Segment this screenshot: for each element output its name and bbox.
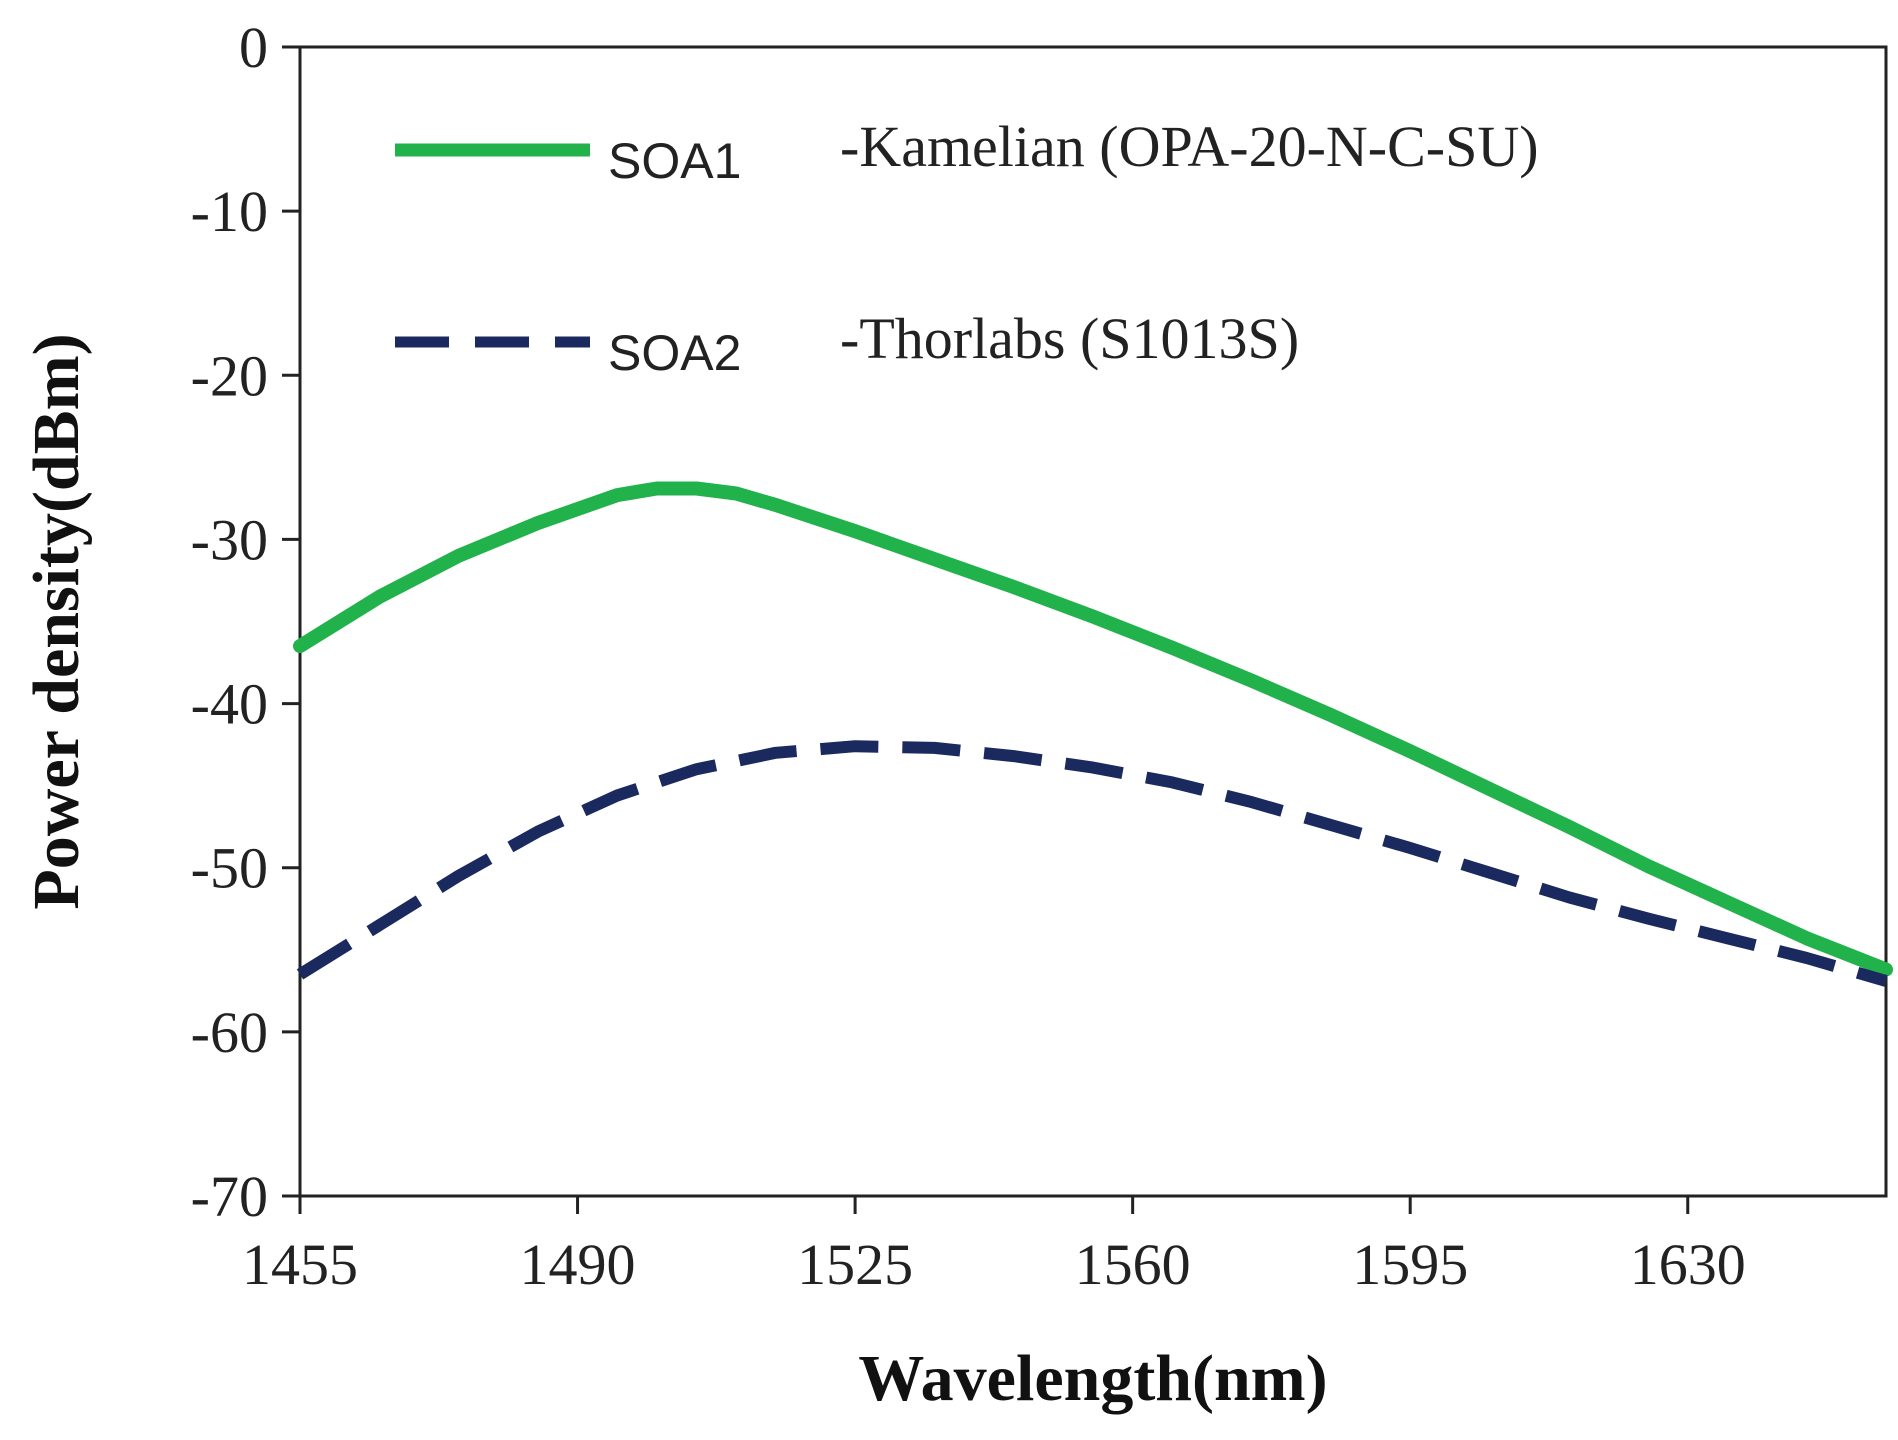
x-tick-label: 1560 xyxy=(1075,1232,1191,1297)
series-line-soa1 xyxy=(293,481,1893,977)
legend-series-name: SOA2 xyxy=(608,325,741,381)
y-tick-label: -40 xyxy=(191,672,268,737)
plot-area-border xyxy=(298,45,1888,1198)
y-axis-title: Power density(dBm) xyxy=(20,333,93,909)
y-tick-label: -10 xyxy=(191,179,268,244)
x-tick-label: 1455 xyxy=(242,1232,358,1297)
y-tick-label: -70 xyxy=(191,1164,268,1229)
y-tick-label: 0 xyxy=(239,15,268,80)
legend-series-description: -Kamelian (OPA-20-N-C-SU) xyxy=(840,114,1539,179)
x-axis-title: Wavelength(nm) xyxy=(858,1342,1327,1415)
legend-series-name: SOA1 xyxy=(608,133,741,189)
x-tick-label: 1595 xyxy=(1352,1232,1468,1297)
y-tick-label: -60 xyxy=(191,1000,268,1065)
x-tick-label: 1630 xyxy=(1630,1232,1746,1297)
series-line-soa2 xyxy=(296,740,1888,987)
legend-series-description: -Thorlabs (S1013S) xyxy=(840,306,1299,371)
y-tick-label: -30 xyxy=(191,507,268,572)
y-tick-label: -20 xyxy=(191,343,268,408)
y-tick-label: -50 xyxy=(191,836,268,901)
x-tick-label: 1490 xyxy=(520,1232,636,1297)
x-tick-label: 1525 xyxy=(797,1232,913,1297)
